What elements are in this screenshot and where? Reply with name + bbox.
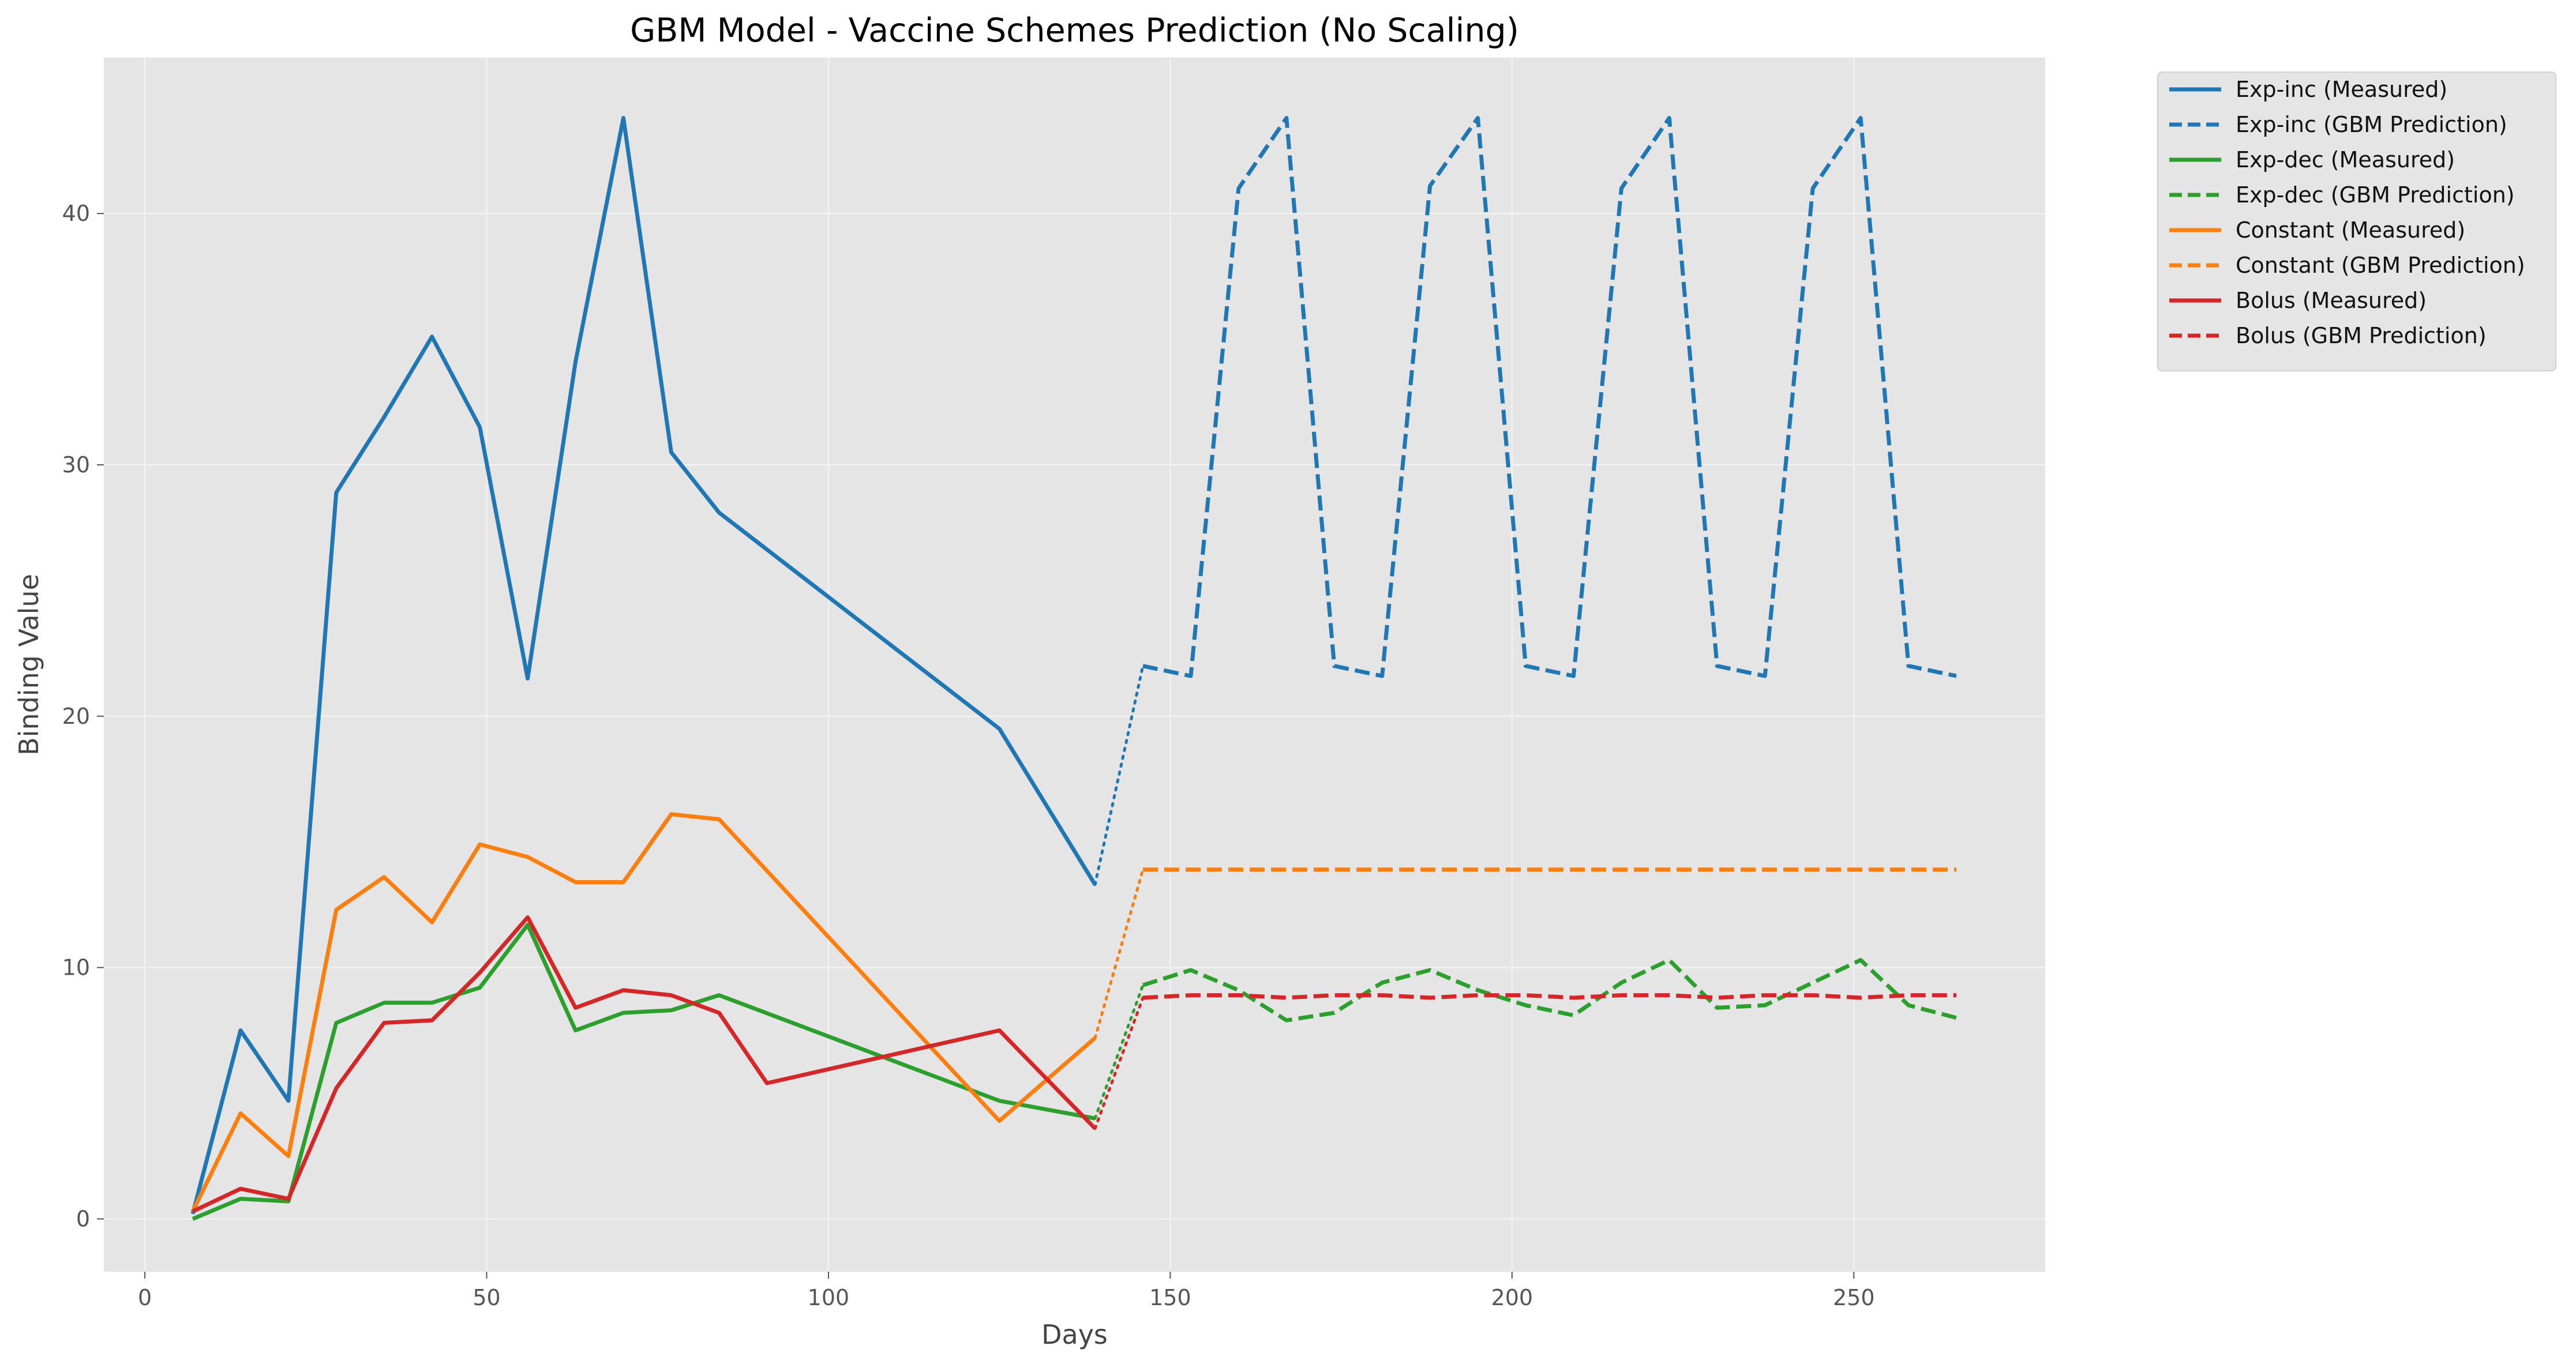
y-tick-label: 10 [62,955,90,980]
legend-label: Exp-inc (Measured) [2236,77,2447,102]
legend-label: Exp-dec (GBM Prediction) [2236,182,2515,208]
x-axis-ticks: 0 50 100 150 200 250 [138,1272,1875,1310]
y-tick-label: 40 [62,201,90,226]
x-tick-label: 100 [808,1285,850,1310]
series-line-6 [192,915,1097,1213]
x-axis-label: Days [1041,1319,1108,1350]
y-axis-ticks: 0 10 20 30 40 [62,201,104,1231]
series-layer [190,116,1957,1221]
series-line-4 [190,812,1097,1212]
series-line-2 [192,923,1096,1221]
x-tick-label: 0 [138,1285,152,1310]
legend-label: Exp-dec (Measured) [2236,147,2455,172]
plot-area [104,58,2045,1272]
series-connector [1093,996,1145,1130]
legend-label: Bolus (Measured) [2236,288,2427,313]
legend-label: Constant (Measured) [2236,217,2465,243]
series-connector [1093,983,1145,1120]
series-line-3 [1142,958,1957,1023]
legend-box [2157,72,2556,371]
y-tick-label: 30 [62,452,90,478]
y-tick-label: 0 [76,1206,90,1231]
series-line-0 [190,116,1097,1215]
grid-lines [104,58,2045,1272]
series-line-7 [1142,993,1956,1000]
legend-label: Bolus (GBM Prediction) [2236,323,2487,348]
legend-label: Exp-inc (GBM Prediction) [2236,112,2507,137]
x-tick-label: 50 [473,1285,500,1310]
x-tick-label: 250 [1833,1285,1875,1310]
x-tick-label: 200 [1491,1285,1533,1310]
chart-title: GBM Model - Vaccine Schemes Prediction (… [630,12,1519,50]
legend: Exp-inc (Measured) Exp-inc (GBM Predictio… [2157,72,2556,371]
x-tick-label: 150 [1149,1285,1191,1310]
series-connector [1093,868,1145,1040]
legend-label: Constant (GBM Prediction) [2236,253,2525,278]
series-line-1 [1142,116,1957,678]
y-tick-label: 20 [62,704,90,729]
y-axis-label: Binding Value [13,574,44,756]
series-connector [1093,664,1145,886]
